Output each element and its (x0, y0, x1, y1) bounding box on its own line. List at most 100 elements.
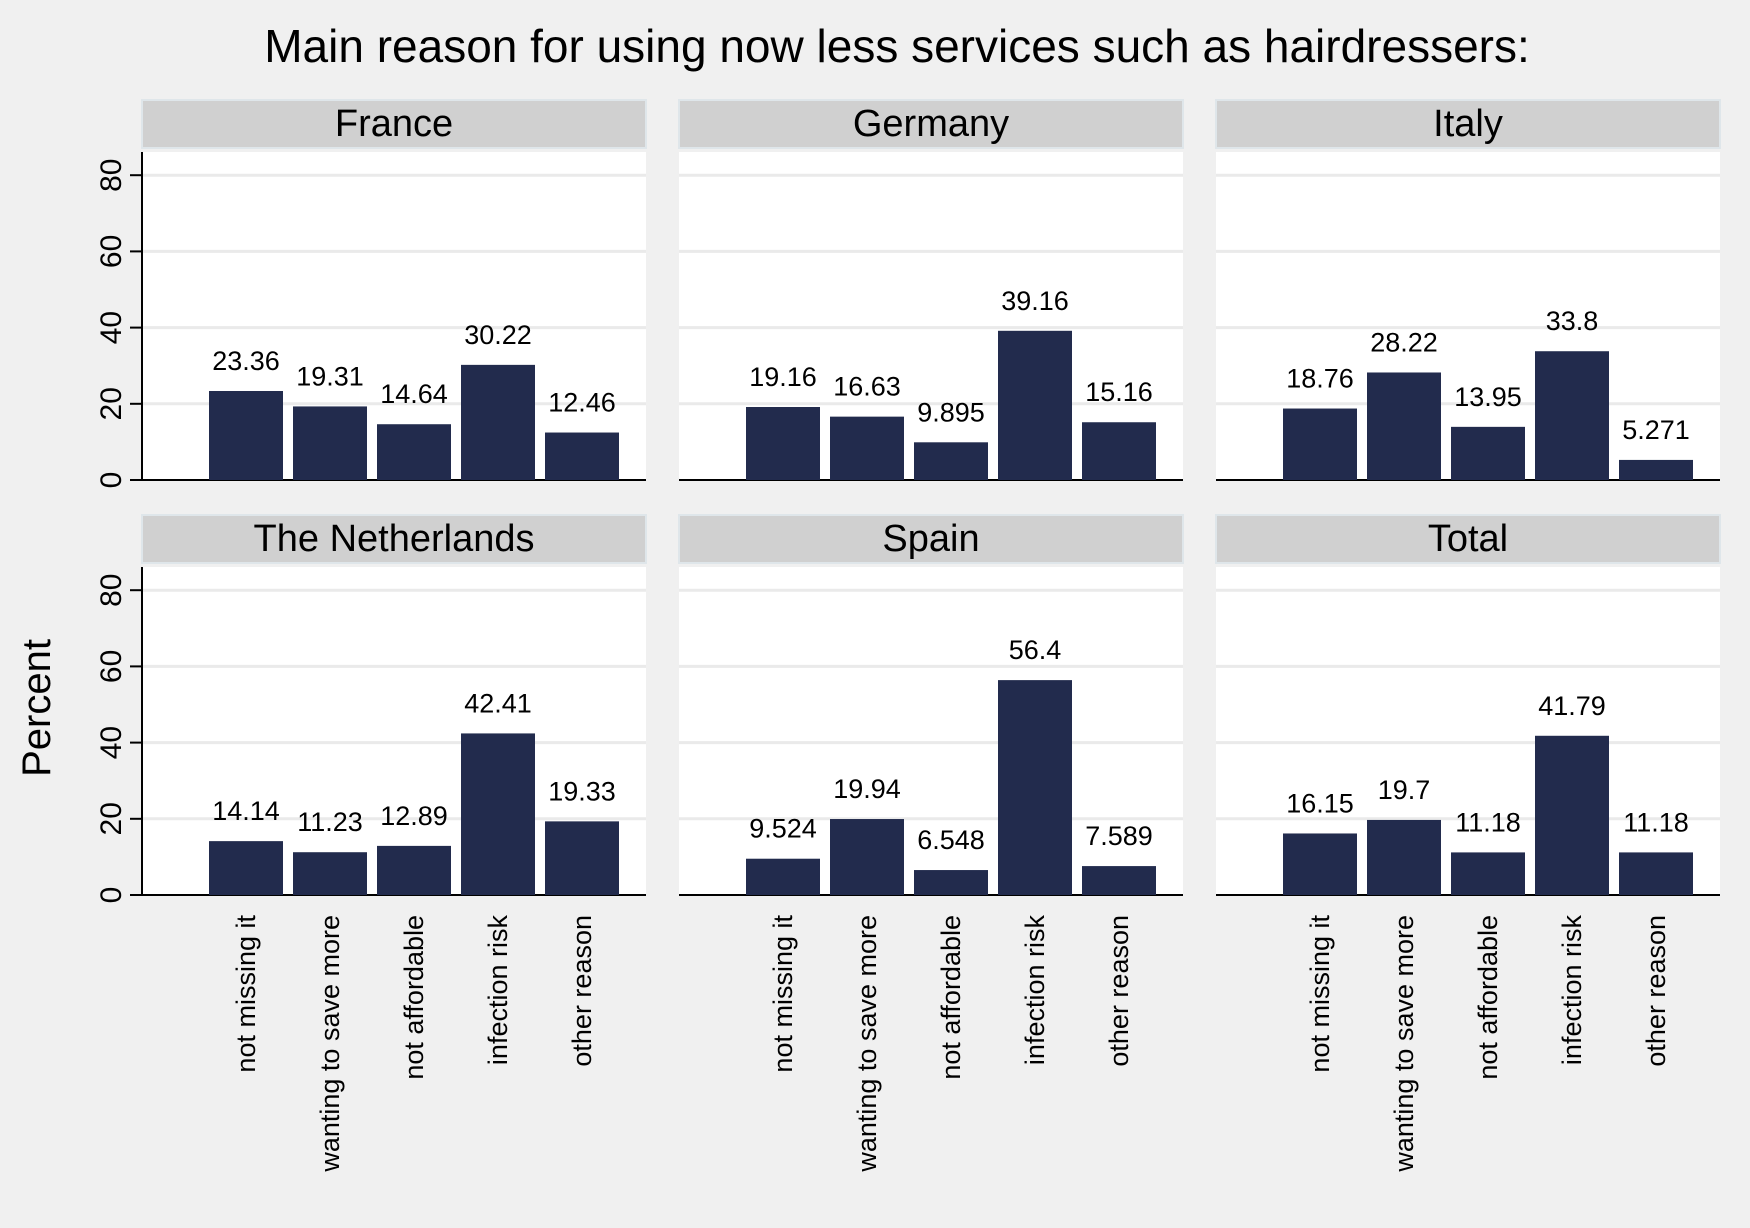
bar-label-france-not-affordable: 14.64 (380, 379, 448, 409)
bar-label-total-infection-risk: 41.79 (1538, 691, 1606, 721)
panel-strip-france (141, 99, 647, 149)
x-tick-label-spain-wanting-to-save-more: wanting to save more (852, 915, 882, 1173)
bar-label-france-not-missing-it: 23.36 (212, 346, 280, 376)
x-tick-label-total-wanting-to-save-more: wanting to save more (1389, 915, 1419, 1173)
y-tick-label-the-netherlands-20: 20 (95, 802, 128, 835)
bar-label-italy-not-missing-it: 18.76 (1286, 364, 1354, 394)
x-tick-label-spain-not-missing-it: not missing it (768, 915, 798, 1073)
x-tick-label-spain-infection-risk: infection risk (1020, 915, 1050, 1066)
x-tick-label-total-not-affordable: not affordable (1473, 915, 1503, 1080)
bar-label-germany-infection-risk: 39.16 (1001, 286, 1069, 316)
bar-italy-infection-risk (1535, 351, 1609, 480)
bar-italy-not-affordable (1451, 426, 1525, 480)
bar-the-netherlands-not-missing-it (209, 841, 283, 895)
bar-label-italy-not-affordable: 13.95 (1454, 382, 1522, 412)
y-tick-label-france-0: 0 (95, 472, 128, 489)
x-tick-label-the-netherlands-infection-risk: infection risk (483, 915, 513, 1066)
y-tick-label-france-20: 20 (95, 387, 128, 420)
bar-label-spain-wanting-to-save-more: 19.94 (833, 774, 901, 804)
bar-label-the-netherlands-not-affordable: 12.89 (380, 801, 448, 831)
x-tick-label-the-netherlands-not-missing-it: not missing it (231, 915, 261, 1073)
y-tick-label-the-netherlands-60: 60 (95, 650, 128, 683)
panel-spain: Spain 9.524 19.94 6.548 56.4 7.589 not missing… (678, 514, 1184, 1173)
panel-france: France 0 20 40 60 80 23.36 19.31 14.64 30.22 12.46 (95, 99, 647, 489)
panel-title-italy: Italy (1433, 103, 1503, 145)
bar-spain-other-reason (1082, 866, 1156, 895)
bar-germany-wanting-to-save-more (830, 416, 904, 480)
bar-label-italy-wanting-to-save-more: 28.22 (1370, 327, 1438, 357)
x-tick-label-total-other-reason: other reason (1641, 915, 1671, 1067)
panel-title-germany: Germany (853, 103, 1009, 145)
bar-label-spain-not-affordable: 6.548 (917, 825, 985, 855)
bar-germany-not-missing-it (746, 407, 820, 480)
bar-germany-infection-risk (998, 330, 1072, 480)
bar-label-germany-not-affordable: 9.895 (917, 397, 985, 427)
bar-total-other-reason (1619, 852, 1693, 895)
y-tick-label-the-netherlands-80: 80 (95, 574, 128, 607)
bar-label-total-other-reason: 11.18 (1623, 807, 1689, 837)
bar-label-france-infection-risk: 30.22 (464, 320, 532, 350)
bar-label-the-netherlands-other-reason: 19.33 (548, 776, 616, 806)
bar-label-germany-other-reason: 15.16 (1085, 377, 1153, 407)
panel-strip-the-netherlands (141, 514, 647, 564)
x-tick-label-total-not-missing-it: not missing it (1305, 915, 1335, 1073)
bar-germany-other-reason (1082, 422, 1156, 480)
bar-france-not-missing-it (209, 390, 283, 480)
bar-label-italy-infection-risk: 33.8 (1546, 306, 1599, 336)
panel-strip-germany (678, 99, 1184, 149)
bar-spain-not-missing-it (746, 858, 820, 895)
bar-france-wanting-to-save-more (293, 406, 367, 480)
y-tick-label-the-netherlands-0: 0 (95, 887, 128, 904)
chart-title: Main reason for using now less services … (264, 20, 1530, 72)
panel-the-netherlands: The Netherlands 0 20 40 60 80 14.14 11.23 12.89 4… (95, 514, 647, 1173)
panel-title-spain: Spain (882, 518, 979, 560)
panel-title-france: France (335, 103, 453, 145)
y-tick-label-the-netherlands-40: 40 (95, 726, 128, 759)
bar-label-germany-not-missing-it: 19.16 (749, 362, 817, 392)
y-tick-label-france-40: 40 (95, 311, 128, 344)
bar-the-netherlands-wanting-to-save-more (293, 852, 367, 895)
bar-spain-wanting-to-save-more (830, 819, 904, 895)
bar-label-france-wanting-to-save-more: 19.31 (296, 361, 364, 391)
bar-label-france-other-reason: 12.46 (548, 388, 616, 418)
x-tick-label-total-infection-risk: infection risk (1557, 915, 1587, 1066)
bar-label-spain-not-missing-it: 9.524 (749, 814, 817, 844)
panel-strip-total (1215, 514, 1721, 564)
bar-label-germany-wanting-to-save-more: 16.63 (833, 372, 901, 402)
panel-strip-italy (1215, 99, 1721, 149)
panel-italy: Italy 18.76 28.22 13.95 33.8 5.271 (1215, 99, 1721, 481)
bar-label-total-wanting-to-save-more: 19.7 (1378, 775, 1431, 805)
bar-italy-not-missing-it (1283, 408, 1357, 480)
bar-spain-infection-risk (998, 680, 1072, 895)
panel-title-total: Total (1428, 518, 1508, 560)
panel-total: Total 16.15 19.7 11.18 41.79 11.18 not missing… (1215, 514, 1721, 1173)
bar-label-total-not-affordable: 11.18 (1455, 807, 1521, 837)
bar-the-netherlands-infection-risk (461, 733, 535, 895)
y-axis-label: Percent (15, 639, 59, 777)
y-tick-label-france-60: 60 (95, 235, 128, 268)
x-tick-label-the-netherlands-wanting-to-save-more: wanting to save more (315, 915, 345, 1173)
panel-germany: Germany 19.16 16.63 9.895 39.16 15.16 (678, 99, 1184, 481)
bar-label-spain-infection-risk: 56.4 (1009, 635, 1062, 665)
panel-title-the-netherlands: The Netherlands (254, 518, 535, 560)
bar-total-wanting-to-save-more (1367, 819, 1441, 895)
bar-label-the-netherlands-not-missing-it: 14.14 (212, 796, 280, 826)
bar-total-infection-risk (1535, 735, 1609, 895)
bar-france-other-reason (545, 432, 619, 480)
x-tick-label-spain-not-affordable: not affordable (936, 915, 966, 1080)
bar-total-not-affordable (1451, 852, 1525, 895)
bar-germany-not-affordable (914, 442, 988, 480)
x-tick-label-spain-other-reason: other reason (1104, 915, 1134, 1067)
bar-total-not-missing-it (1283, 833, 1357, 895)
bar-italy-other-reason (1619, 459, 1693, 480)
bar-the-netherlands-not-affordable (377, 845, 451, 895)
bar-label-spain-other-reason: 7.589 (1085, 821, 1153, 851)
x-tick-label-the-netherlands-other-reason: other reason (567, 915, 597, 1067)
panel-strip-spain (678, 514, 1184, 564)
bar-label-italy-other-reason: 5.271 (1622, 415, 1690, 445)
x-tick-label-the-netherlands-not-affordable: not affordable (399, 915, 429, 1080)
bar-italy-wanting-to-save-more (1367, 372, 1441, 480)
bar-france-not-affordable (377, 424, 451, 480)
bar-france-infection-risk (461, 364, 535, 480)
y-tick-label-france-80: 80 (95, 159, 128, 192)
